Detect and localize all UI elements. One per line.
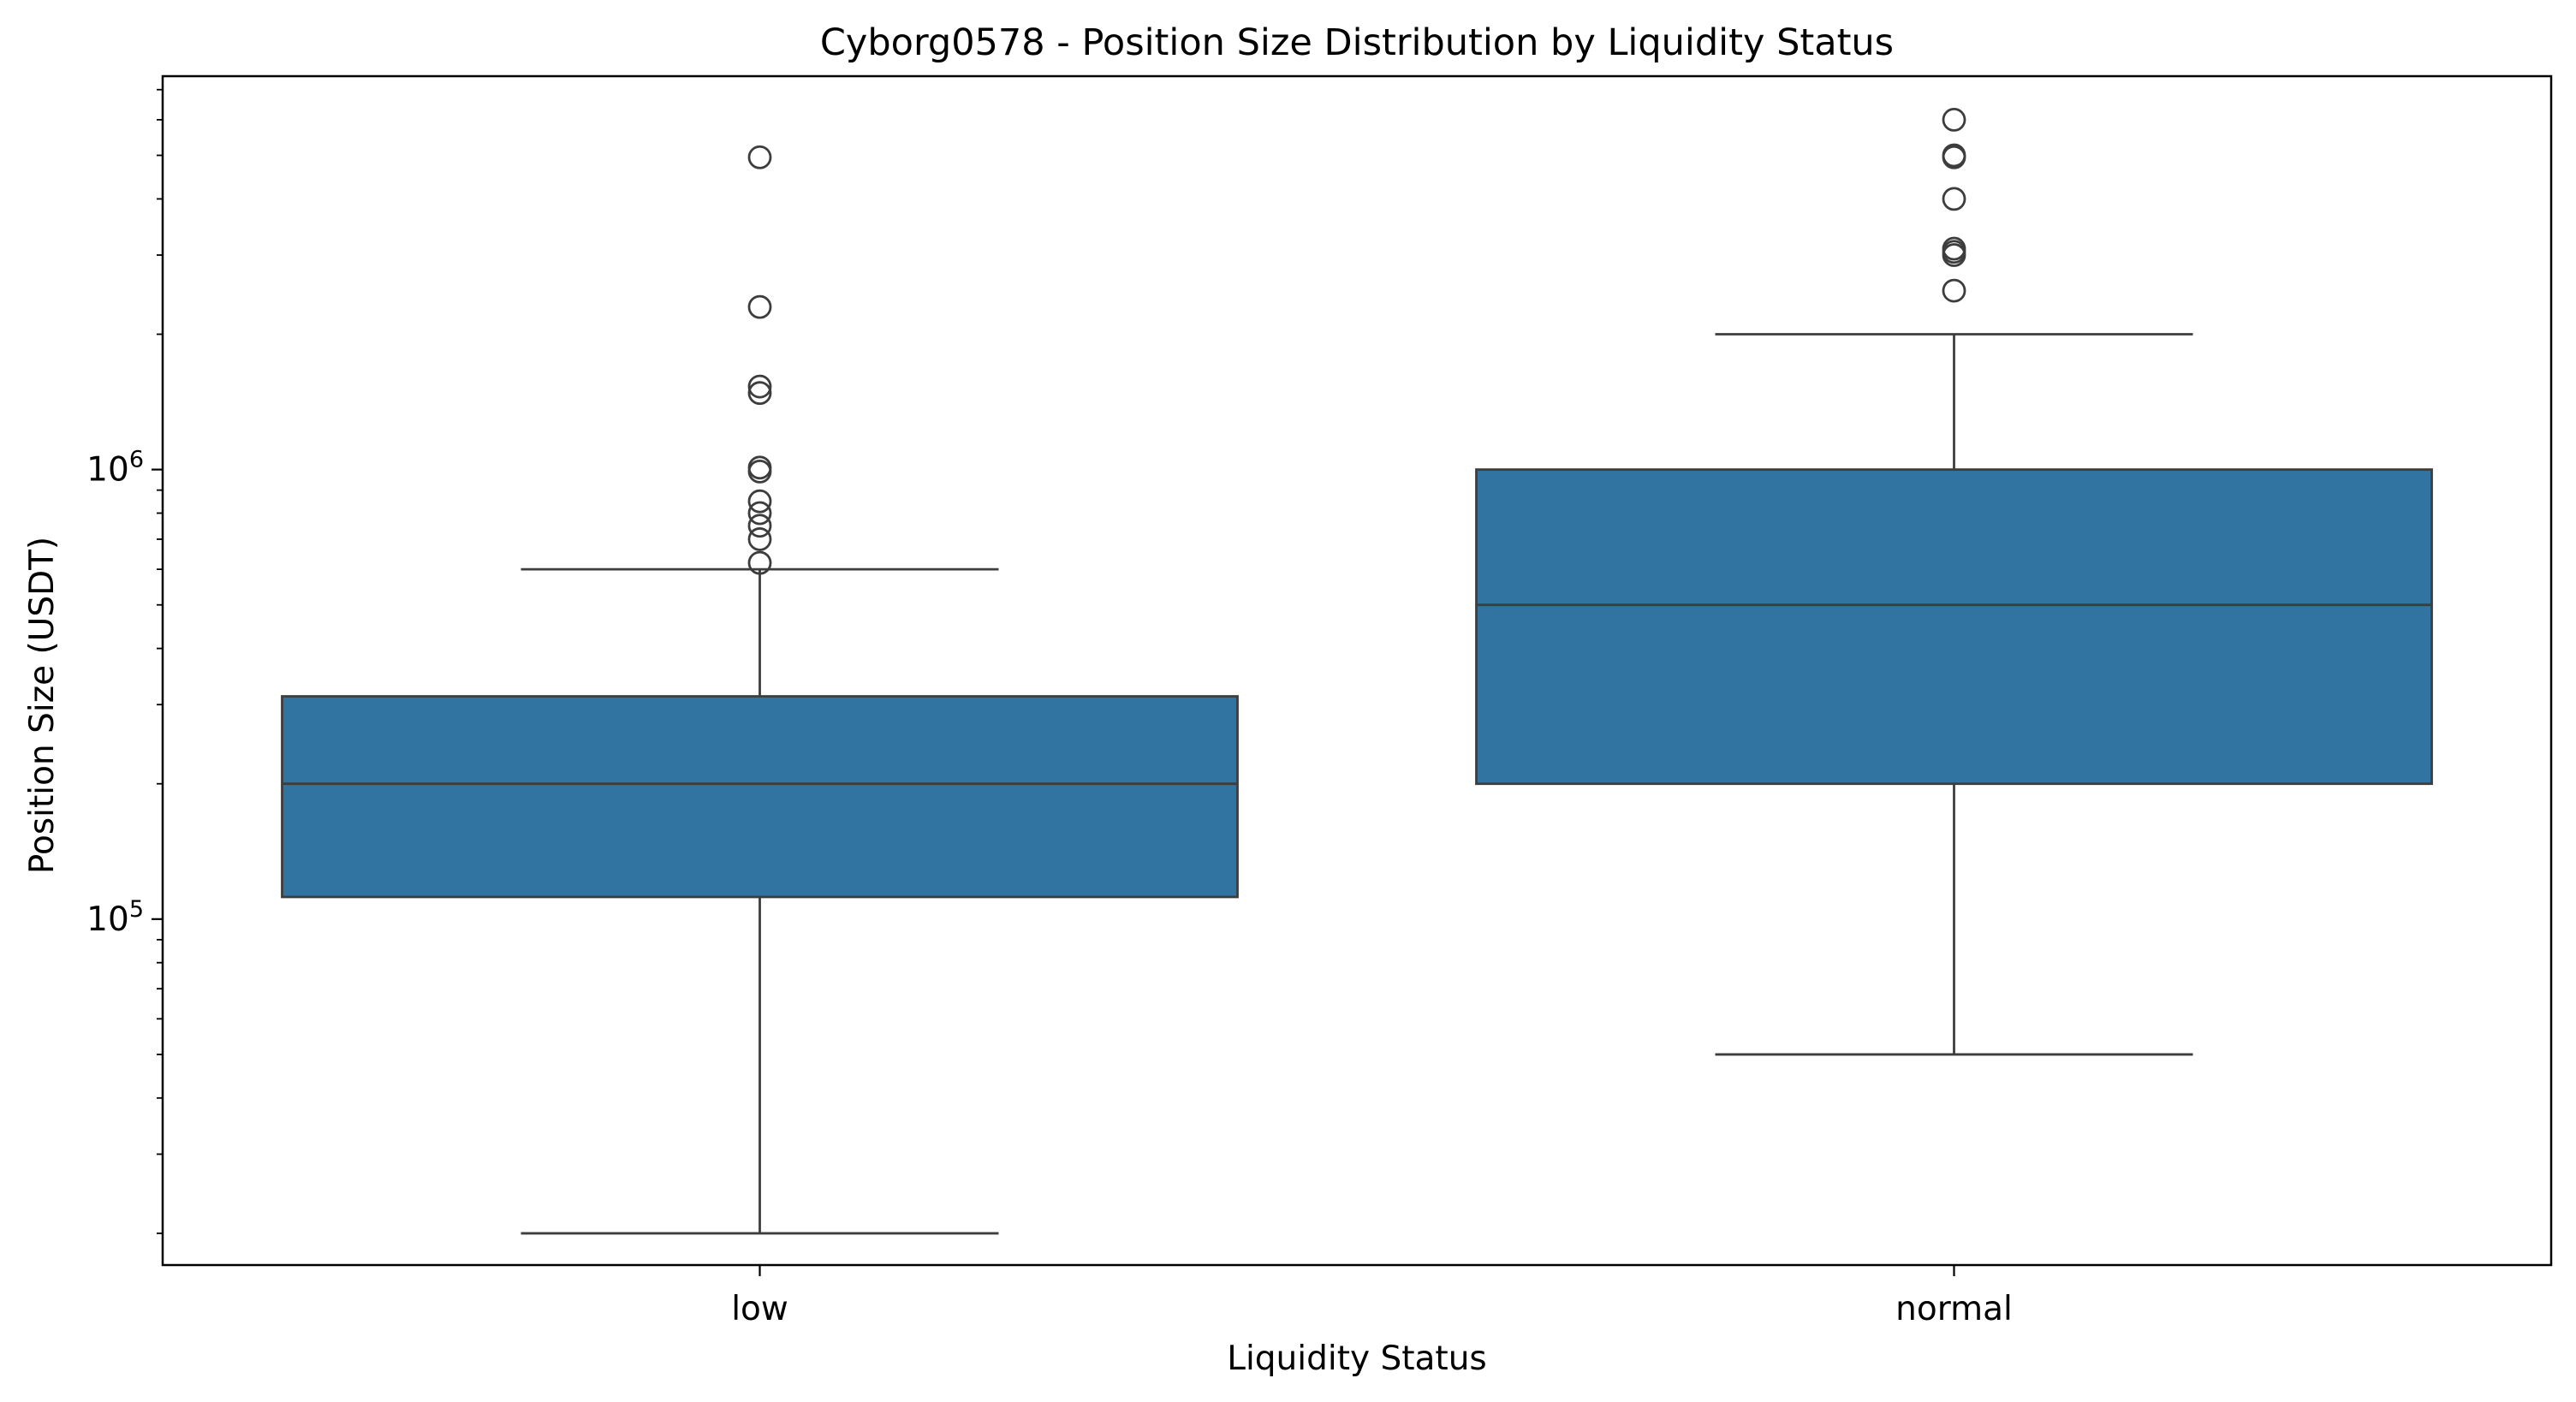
y-axis-label: Position Size (USDT) — [23, 537, 62, 874]
y-tick-label: 106 — [86, 447, 144, 490]
outlier-point — [747, 374, 772, 399]
plot-frame — [161, 74, 2553, 1267]
chart-title: Cyborg0578 - Position Size Distribution … — [820, 21, 1894, 64]
box-normal — [1475, 107, 2433, 1056]
box-low — [281, 145, 1239, 1235]
outlier-point — [747, 381, 772, 406]
outlier-point — [747, 145, 772, 169]
outlier-point — [1942, 278, 1966, 303]
outlier-point — [747, 294, 772, 319]
x-tick-label: low — [731, 1290, 788, 1328]
outlier-point — [1942, 143, 1966, 168]
y-tick-label: 105 — [86, 896, 144, 939]
outlier-point — [747, 459, 772, 484]
outlier-point — [1942, 107, 1966, 132]
x-axis-label: Liquidity Status — [1227, 1340, 1487, 1378]
outlier-point — [1942, 187, 1966, 211]
outlier-point — [747, 501, 772, 526]
outlier-point — [747, 527, 772, 551]
iqr-box — [281, 695, 1239, 899]
outlier-point — [1942, 145, 1966, 169]
outlier-point — [747, 550, 772, 575]
x-tick-label: normal — [1895, 1290, 2013, 1328]
iqr-box — [1475, 468, 2433, 786]
plot-area: 105 106 low normal — [86, 88, 2433, 1328]
outlier-point — [747, 489, 772, 514]
outlier-point — [1942, 243, 1966, 267]
outlier-point — [747, 514, 772, 538]
